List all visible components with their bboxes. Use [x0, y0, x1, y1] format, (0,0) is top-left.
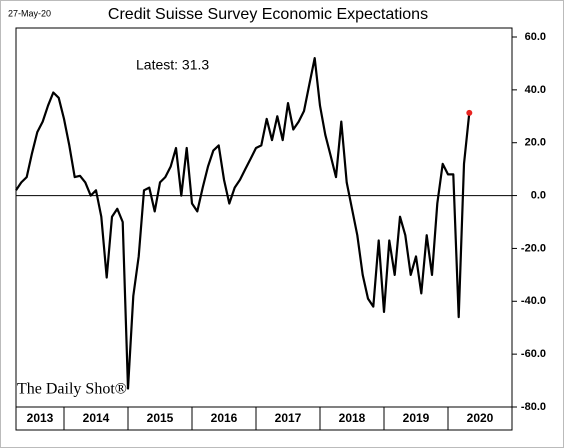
date-label: 27-May-20 [8, 8, 51, 18]
x-tick-label: 2018 [339, 411, 366, 425]
x-tick-label: 2017 [275, 411, 302, 425]
y-tick-label: -60.0 [521, 348, 546, 360]
last-point [466, 109, 473, 116]
x-tick-label: 2016 [211, 411, 238, 425]
x-tick-label: 2013 [27, 411, 54, 425]
y-tick-label: 20.0 [525, 137, 546, 149]
x-tick-label: 2020 [467, 411, 494, 425]
y-tick-label: 60.0 [525, 31, 546, 43]
y-tick-label: 40.0 [525, 84, 546, 96]
watermark: The Daily Shot® [17, 381, 127, 398]
x-tick-label: 2019 [403, 411, 430, 425]
y-tick-label: 0.0 [531, 189, 546, 201]
x-tick-label: 2014 [83, 411, 110, 425]
y-tick-label: -20.0 [521, 242, 546, 254]
x-tick-label: 2015 [147, 411, 174, 425]
y-tick-label: -40.0 [521, 295, 546, 307]
y-tick-label: -80.0 [521, 401, 546, 413]
series-line [15, 56, 471, 390]
annotation: Latest: 31.3 [136, 57, 209, 73]
chart-title: Credit Suisse Survey Economic Expectatio… [108, 6, 428, 23]
plot-border [15, 27, 513, 431]
